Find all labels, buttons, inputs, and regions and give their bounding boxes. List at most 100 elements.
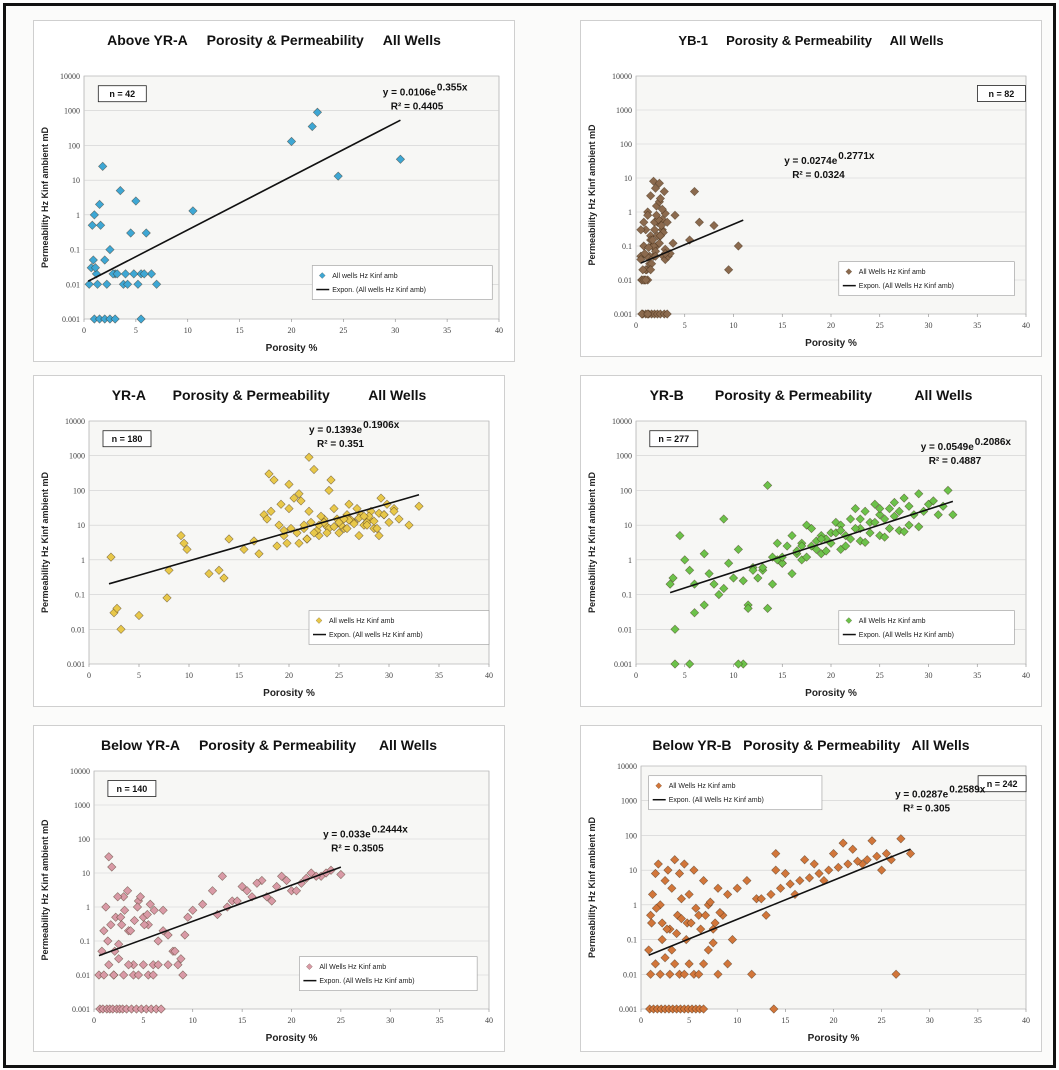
chart-6-data-point <box>896 834 906 844</box>
chart-6-legend-label-series: All Wells Hz Kinf amb <box>669 783 736 790</box>
chart-3-x-axis-label: Porosity % <box>263 688 315 699</box>
chart-4-data-point <box>933 510 943 520</box>
chart-2-data-point <box>657 204 667 214</box>
chart-6-data-point <box>660 875 670 886</box>
chart-6-data-point <box>676 894 687 904</box>
chart-4-equation-exponent: 0.2086x <box>975 437 1012 448</box>
chart-3-x-tick-label: 15 <box>235 671 243 680</box>
chart-3-x-tick-label: 40 <box>485 671 493 680</box>
chart-2-legend-marker <box>845 268 853 275</box>
chart-3-data-point <box>404 520 414 530</box>
chart-5-x-tick-label: 15 <box>238 1016 246 1025</box>
chart-6-data-point <box>828 848 839 859</box>
chart-4-data-point <box>889 497 899 508</box>
chart-6-data-point <box>674 868 685 879</box>
chart-3-data-point <box>289 493 299 503</box>
chart-1-data-point <box>122 279 133 289</box>
chart-4-data-point <box>763 603 773 614</box>
chart-1-equation-exponent: 0.355x <box>437 82 468 93</box>
chart-6-data-point <box>650 959 661 969</box>
chart-3-data-point <box>162 593 172 603</box>
chart-5-legend-marker <box>306 963 313 970</box>
chart-3-data-point <box>322 528 332 538</box>
chart-1-data-point <box>133 279 143 289</box>
chart-4-data-point <box>787 530 797 541</box>
chart-5-y-tick-label: 100 <box>78 835 90 844</box>
chart-5-data-point <box>207 886 218 896</box>
chart-5-data-point <box>138 960 148 970</box>
chart-6-data-point <box>698 875 709 886</box>
chart-6-data-point <box>646 918 657 928</box>
chart-6-data-point <box>662 924 672 934</box>
chart-5-data-point <box>217 871 227 881</box>
chart-2-data-point <box>647 235 658 245</box>
chart-4-data-point <box>875 503 885 514</box>
chart-1-data-point <box>188 206 198 216</box>
chart-5-data-point <box>113 892 123 902</box>
chart-1-y-tick-label: 10 <box>72 176 80 185</box>
chart-1-y-axis-label: Permeability Hz Kinf ambient mD <box>40 126 50 268</box>
chart-1-data-point <box>94 199 105 210</box>
chart-4-y-tick-label: 100 <box>620 486 632 495</box>
chart-3-legend-marker <box>315 617 323 624</box>
chart-6-data-point <box>715 907 725 918</box>
chart-4-data-point <box>865 528 875 538</box>
chart-6-data-point <box>689 865 699 875</box>
chart-4-data-point <box>904 501 914 511</box>
chart-5-data-point <box>173 960 183 970</box>
chart-6-legend-label-fit: Expon. (All Wells Hz Kinf amb) <box>669 797 764 804</box>
chart-3-data-point <box>394 514 404 524</box>
chart-1-data-point <box>146 269 157 279</box>
chart-5-data-point <box>145 899 155 909</box>
chart-3-legend-label-series: All wells Hz Kinf amb <box>329 618 394 625</box>
chart-5-data-point <box>142 909 152 920</box>
chart-4-data-point <box>841 541 851 551</box>
chart-3-data-point <box>112 603 122 614</box>
chart-6-data-point <box>705 897 715 907</box>
chart-3-data-point <box>369 516 379 526</box>
chart-5-data-point <box>237 881 247 892</box>
chart-4-equation: y = 0.0549e <box>921 442 975 453</box>
chart-6-data-point <box>872 851 882 861</box>
chart-6-y-tick-label: 0.001 <box>619 1005 637 1014</box>
chart-6-data-point <box>771 848 781 859</box>
chart-1-x-tick-label: 35 <box>443 326 451 335</box>
chart-4-data-point <box>831 517 841 528</box>
chart-6-data-point <box>732 883 742 893</box>
chart-3-x-tick-label: 5 <box>137 671 141 680</box>
chart-6-data-point <box>843 859 853 869</box>
chart-3-y-tick-label: 10 <box>77 521 85 530</box>
chart-5-data-point <box>99 926 109 936</box>
chart-5-y-tick-label: 1 <box>86 903 90 912</box>
chart-3-n-label: n = 180 <box>112 434 143 444</box>
chart-6-data-point <box>833 862 843 873</box>
chart-2-data-point <box>659 186 669 197</box>
chart-2-data-point <box>724 265 734 275</box>
chart-panel-2: 0.001 0.01 0.1 1 10 100 1000 10000 0 5 10 15 20 25 30 3… <box>580 20 1042 357</box>
chart-5-data-point <box>180 930 190 940</box>
chart-3-y-tick-label: 0.01 <box>71 625 85 634</box>
chart-6-y-tick-label: 10000 <box>617 762 637 771</box>
chart-3-x-tick-label: 35 <box>435 671 443 680</box>
chart-5-data-point <box>153 936 163 946</box>
chart-5-data-point <box>135 892 146 902</box>
chart-5-x-axis-label: Porosity % <box>266 1033 318 1044</box>
chart-2-y-axis-label: Permeability Hz Kinf ambient mD <box>587 124 597 266</box>
chart-1-data-point <box>115 185 125 196</box>
chart-3-data-point <box>342 523 352 534</box>
chart-3-equation-exponent: 0.1906x <box>363 420 400 431</box>
chart-2-data-point <box>649 225 660 235</box>
chart-2-data-point <box>646 191 656 201</box>
chart-5-data-point <box>97 946 107 956</box>
chart-5-y-tick-label: 0.001 <box>72 1005 90 1014</box>
chart-5-data-point <box>198 899 208 909</box>
chart-1-data-point <box>88 255 98 265</box>
chart-1-x-tick-label: 15 <box>236 326 244 335</box>
chart-4-data-point <box>670 624 680 634</box>
chart-2-y-tick-label: 0.01 <box>618 276 632 285</box>
chart-5-data-point <box>153 960 163 970</box>
chart-5-data-point <box>281 875 292 886</box>
chart-5-data-point <box>170 946 180 956</box>
chart-3-data-point <box>284 479 294 489</box>
chart-4-data-point <box>743 603 753 614</box>
